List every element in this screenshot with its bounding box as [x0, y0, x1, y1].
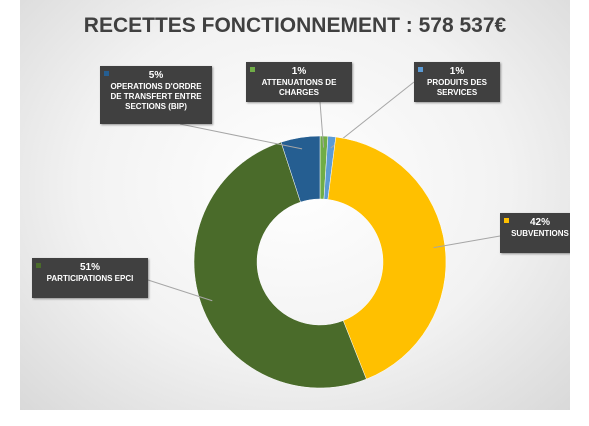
category-label: ATTENUATIONS DE CHARGES [261, 78, 337, 97]
category-label: OPERATIONS D'ORDRE DE TRANSFERT ENTRE SE… [110, 82, 202, 111]
chart-title: RECETTES FONCTIONNEMENT : 578 537€ [83, 14, 507, 37]
chart-svg [147, 81, 501, 389]
value-label: 1% [449, 66, 465, 77]
category-label: PRODUITS DES SERVICES [426, 78, 487, 97]
leader-line [179, 123, 303, 150]
data-label: 1% PRODUITS DES SERVICES [414, 62, 500, 102]
value-label: 1% [291, 66, 307, 77]
leader-line [319, 101, 325, 148]
value-label: 5% [148, 70, 164, 81]
legend-marker [418, 67, 423, 72]
data-label: 42% SUBVENTIONS [500, 213, 570, 253]
leader-line [147, 279, 213, 302]
legend-marker [250, 67, 255, 72]
category-label: SUBVENTIONS [511, 229, 569, 238]
leader-line [433, 235, 501, 249]
leader-line [330, 81, 415, 149]
legend-marker [504, 218, 509, 223]
data-label: 51% PARTICIPATIONS EPCI [32, 258, 148, 298]
category-label: PARTICIPATIONS EPCI [46, 274, 134, 283]
donut-slice [327, 136, 447, 380]
value-label: 42% [529, 217, 550, 228]
data-label: 5% OPERATIONS D'ORDRE DE TRANSFERT ENTRE … [100, 66, 212, 124]
value-label: 51% [79, 262, 100, 273]
legend-marker [104, 71, 109, 76]
chart: RECETTES FONCTIONNEMENT : 578 537€ 1% ATT… [20, 0, 570, 410]
donut-slice [280, 135, 321, 203]
legend-marker [36, 263, 41, 268]
data-label: 1% ATTENUATIONS DE CHARGES [246, 62, 352, 102]
